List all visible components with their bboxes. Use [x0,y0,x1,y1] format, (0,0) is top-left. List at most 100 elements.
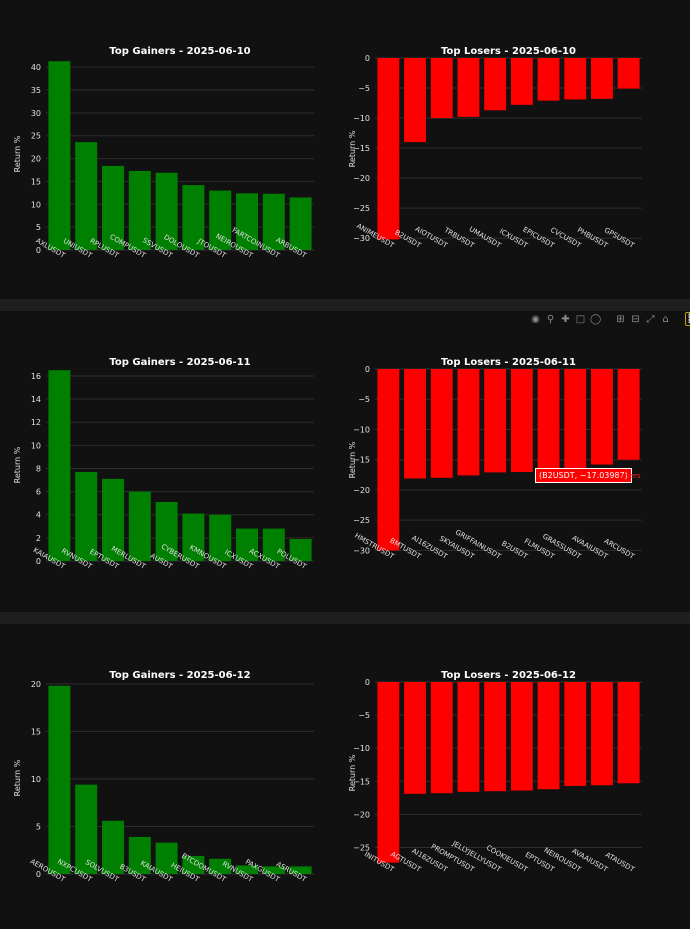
bar-phbusdt[interactable] [591,58,613,99]
bar-cyberusdt[interactable] [182,513,205,561]
bar-asrusdt[interactable] [289,866,312,874]
zoom-in-icon[interactable]: ⊞ [616,313,625,325]
bar-avaaiusdt[interactable] [591,369,613,465]
bar-dolousdt[interactable] [182,185,205,250]
bar-cvcusdt[interactable] [564,58,587,100]
bar-arcusdt[interactable] [617,369,640,460]
y-tick-label: −20 [353,486,370,495]
autoscale-icon[interactable]: ⤢ [646,313,655,325]
plotly-logo-icon[interactable]: ▓ [685,312,690,326]
bar-kmnousdt[interactable] [209,514,232,561]
bar-fartcoinusdt[interactable] [262,193,285,250]
bar-polusdt[interactable] [289,539,312,561]
y-tick-label: 15 [31,727,41,736]
y-tick-label: 20 [31,155,41,164]
losers-chart-3[interactable]: Top Losers - 2025-06-12 0 −5 −10 −15 −20 −25 Re… [345,624,690,922]
bar-flmusdt[interactable] [537,369,560,470]
bar-b2usdt[interactable] [510,369,533,473]
bar-skyaiusdt[interactable] [457,369,480,476]
bar-griffainusdt[interactable] [484,369,507,473]
y-tick-label: 0 [36,246,41,255]
bar-axlusdt[interactable] [48,61,71,251]
y-tick-label: −5 [358,395,370,404]
hover-tooltip-series: Losers [618,472,641,480]
bar-ssvusdt[interactable] [155,172,178,250]
chart-title: Top Losers - 2025-06-10 [441,46,576,57]
bar-epicusdt[interactable] [537,58,560,101]
bar-heiusdt[interactable] [182,855,205,874]
bar-grassusdt[interactable] [564,369,587,469]
zoom-icon[interactable]: ⚲ [546,313,555,325]
bar-avaaiusdt[interactable] [591,682,613,786]
pan-icon[interactable]: ✚ [561,313,570,325]
bar-eptusdt[interactable] [102,478,124,561]
bar-rvnusdt[interactable] [236,865,258,874]
reset-axes-icon[interactable]: ⌂ [662,313,669,325]
bar-solvusdt[interactable] [102,820,124,874]
box-select-icon[interactable]: □ [575,313,586,325]
hover-tooltip: (B2USDT, −17.03987) [535,468,632,483]
y-tick-label: 16 [31,372,41,381]
camera-icon[interactable]: ◉ [531,313,540,325]
bar-jtousdt[interactable] [209,190,232,250]
bar-kaiausdt[interactable] [48,370,71,561]
y-tick-label: −5 [358,84,370,93]
bar-merlusdt[interactable] [128,491,151,561]
bar-cookieusdt[interactable] [510,682,533,791]
y-tick-label: −10 [353,425,370,434]
bar-paxgusdt[interactable] [262,866,285,874]
bar-acxusdt[interactable] [262,528,285,561]
bar-agtusdt[interactable] [404,682,426,794]
gainers-chart-3[interactable]: Top Gainers - 2025-06-12 0 5 10 15 20 Return %… [0,624,345,922]
bar-aiotusdt[interactable] [430,58,453,119]
y-tick-label: 4 [36,511,41,520]
bar-promptusdt[interactable] [457,682,480,792]
bar-icxusdt[interactable] [236,528,258,561]
bar-rplusdt[interactable] [102,165,124,250]
chart-title: Top Losers - 2025-06-11 [441,357,576,368]
losers-chart-2[interactable]: Top Losers - 2025-06-11 0 −5 −10 −15 −20 −25 −3… [345,311,690,609]
bar-bmtusdt[interactable] [404,369,426,479]
bar-umausdt[interactable] [484,58,507,111]
bar-hmstrusdt[interactable] [377,369,400,551]
bar-eptusdt[interactable] [537,682,560,790]
bar-arbusdt[interactable] [289,197,312,250]
bar-compusdt[interactable] [128,170,151,250]
bar-kaiausdt[interactable] [155,842,178,874]
bar-initusdt[interactable] [377,682,400,863]
y-tick-label: −30 [353,546,370,555]
bar-ai16zusdt[interactable] [430,369,453,478]
y-tick-label: 0 [365,678,370,687]
y-tick-label: 30 [31,109,41,118]
bar-icxusdt[interactable] [510,58,533,105]
y-tick-label: 25 [31,132,41,141]
bar-b2usdt[interactable] [404,58,426,143]
bar-trbusdt[interactable] [457,58,480,117]
bar-neirousdt[interactable] [564,682,587,786]
y-tick-label: −25 [353,516,370,525]
bar-b3usdt[interactable] [128,836,151,874]
y-tick-label: −15 [353,144,370,153]
y-axis-label: Return % [348,754,357,791]
gainers-chart-2[interactable]: Top Gainers - 2025-06-11 0 2 4 6 8 10 12 14 16 Ret… [0,311,345,609]
bar-nxpcusdt[interactable] [75,784,98,874]
losers-chart-1[interactable]: Top Losers - 2025-06-10 0 −5 −10 −15 −20 −25 −3… [345,0,690,298]
zoom-out-icon[interactable]: ⊟ [631,313,640,325]
y-tick-label: −30 [353,234,370,243]
bar-atausdt[interactable] [617,682,640,784]
bar-uniusdt[interactable] [75,142,98,250]
bar-aerousdt[interactable] [48,685,71,874]
bar-animeusdt[interactable] [377,58,400,240]
bar-btcdomusdt[interactable] [209,858,232,874]
bar-neirousdt[interactable] [236,193,258,250]
y-tick-label: 8 [36,464,41,473]
bar-ausdt[interactable] [155,502,178,561]
y-tick-label: 10 [31,775,41,784]
y-tick-label: 10 [31,441,41,450]
bar-jellyjellyusdt[interactable] [484,682,507,792]
gainers-chart-1[interactable]: Top Gainers - 2025-06-10 0 5 10 15 20 25 30 35 40… [0,0,345,298]
bar-gpsusdt[interactable] [617,58,640,89]
bar-rvnusdt[interactable] [75,471,98,561]
lasso-icon[interactable]: ◯ [590,313,602,325]
bar-ai16zusdt[interactable] [430,682,453,794]
